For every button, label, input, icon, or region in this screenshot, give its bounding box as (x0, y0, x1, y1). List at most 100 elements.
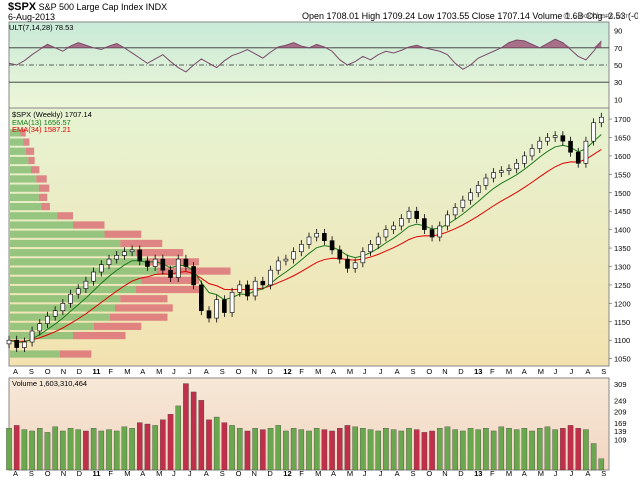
volume-profile-up-bar (10, 267, 157, 275)
ult-tick-label: 10 (614, 95, 622, 104)
volume-profile-up-bar (10, 129, 21, 137)
volume-x-tick-label: M (538, 469, 544, 478)
volume-bar (29, 430, 35, 471)
candle-body (306, 236, 312, 245)
volume-profile-down-bar (73, 221, 105, 229)
price-x-tick-label: J (554, 367, 558, 376)
volume-bar (90, 428, 97, 471)
volume-bar (406, 428, 412, 471)
price-x-tick-label: N (252, 367, 257, 376)
volume-bar (529, 430, 535, 471)
volume-tick-label: 169 (614, 419, 627, 428)
volume-bar (590, 443, 597, 471)
chg-label: Chg (585, 11, 603, 21)
volume-bar (344, 425, 351, 471)
volume-x-tick-label: J (363, 469, 367, 478)
volume-bar (313, 428, 320, 471)
ema13-legend: EMA(13) 1656.57 (12, 118, 71, 127)
candle-body (206, 310, 212, 319)
ult-tick-label: 30 (614, 78, 622, 87)
volume-bar (21, 429, 28, 471)
price-x-tick-label: A (331, 367, 336, 376)
volume-bar (290, 428, 297, 471)
volume-value: 1.6B (564, 11, 584, 21)
candle-body (514, 162, 519, 170)
volume-bar (260, 429, 266, 471)
volume-x-tick-label: N (252, 469, 257, 478)
price-x-tick-label: M (124, 367, 130, 376)
volume-bar (6, 428, 12, 471)
ult-tick-label: 90 (614, 27, 622, 36)
low-value: 1703.55 (436, 11, 470, 21)
price-tick-label: 1400 (614, 226, 631, 235)
candle-body (475, 185, 481, 194)
candle-body (322, 233, 327, 241)
volume-profile-down-bar (136, 249, 184, 257)
volume-x-tick-label: A (522, 469, 527, 478)
volume-bar (167, 414, 174, 471)
volume-x-tick-label: A (331, 469, 336, 478)
price-x-tick-label: S (220, 367, 225, 376)
volume-bar (229, 425, 235, 471)
candle-body (145, 260, 150, 267)
volume-tick-label: 109 (614, 436, 627, 445)
candle-body (252, 280, 258, 297)
volume-bar (183, 383, 189, 471)
volume-bar (98, 430, 105, 471)
volume-bar (475, 429, 481, 471)
candle-body (237, 284, 243, 293)
symbol-exchange: INDX (145, 2, 168, 12)
volume-x-tick-label: A (13, 469, 18, 478)
volume-bar (206, 419, 212, 471)
volume-profile-down-bar (28, 156, 35, 165)
volume-bar (383, 428, 389, 471)
candle-body (383, 229, 389, 238)
volume-bar (137, 422, 143, 471)
price-x-tick-label: J (379, 367, 383, 376)
volume-profile-down-bar (41, 202, 50, 211)
volume-x-tick-label: O (236, 469, 242, 478)
volume-bar (75, 429, 81, 471)
candle-body (552, 135, 558, 138)
high-label: High (361, 11, 381, 21)
candle-body (522, 155, 527, 164)
candle-body (160, 258, 166, 271)
candle-body (129, 249, 135, 253)
price-x-tick-label: 11 (93, 367, 101, 376)
candle-body (175, 258, 181, 278)
price-x-tick-label: F (108, 367, 113, 376)
volume-profile-down-bar (146, 258, 199, 266)
volume-profile-up-bar (10, 285, 136, 294)
price-x-tick-label: D (458, 367, 464, 376)
volume-bar (437, 428, 443, 471)
volume-x-tick-label: M (156, 469, 162, 478)
price-x-tick-label: M (506, 367, 512, 376)
candle-body (214, 299, 219, 319)
price-tick-label: 1600 (614, 152, 631, 161)
volume-profile-down-bar (115, 304, 173, 312)
volume-profile-up-bar (10, 331, 73, 340)
price-tick-label: 1550 (614, 170, 631, 179)
price-x-tick-label: A (522, 367, 527, 376)
volume-label: Volume (532, 11, 563, 21)
candle-body (422, 218, 427, 230)
volume-bar (537, 428, 543, 471)
ult-tick-label: 50 (614, 61, 622, 70)
volume-bar (360, 428, 366, 471)
volume-x-tick-label: M (506, 469, 512, 478)
volume-bar (237, 428, 243, 471)
price-tick-label: 1650 (614, 133, 631, 142)
candle-body (245, 284, 250, 297)
candle-body (375, 236, 381, 245)
price-x-tick-label: F (490, 367, 495, 376)
volume-x-tick-label: J (379, 469, 383, 478)
volume-bar (552, 429, 558, 471)
volume-bar (429, 430, 435, 471)
volume-legend: Volume 1,603,310,464 (12, 379, 87, 388)
price-layer: 1050 1100 1150 1200 1250 1300 1350 1400 1450 1500… (6, 112, 631, 364)
price-x-tick-label: J (570, 367, 574, 376)
chart-symbol: $SPX S&P 500 Large Cap Index INDX (8, 1, 167, 13)
candle-body (29, 330, 35, 343)
chg-value: -2.53 (-0.15%) (605, 11, 638, 21)
candle-body (91, 271, 96, 282)
